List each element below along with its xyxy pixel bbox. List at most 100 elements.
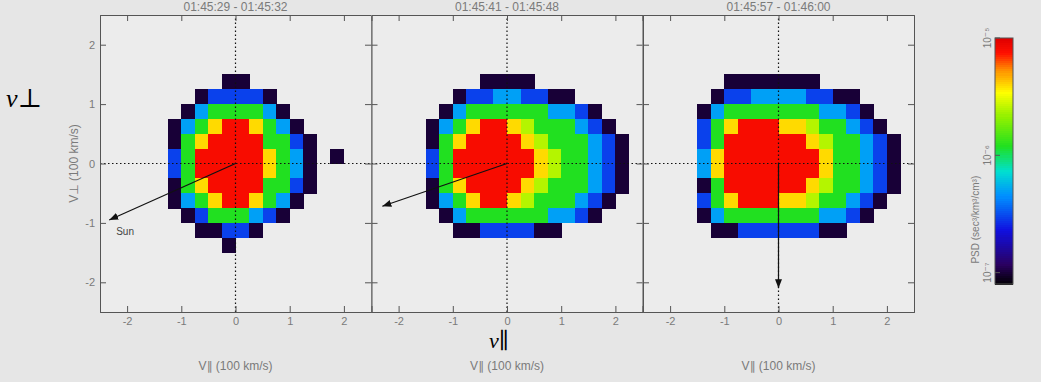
plot-background xyxy=(100,15,371,312)
heatmap-cell xyxy=(602,134,616,149)
heatmap-cell xyxy=(833,134,847,149)
heatmap-cell xyxy=(303,164,317,179)
y-axis-right-tick-mark xyxy=(365,45,371,46)
y-axis-tick xyxy=(372,164,378,165)
y-axis-right-tick xyxy=(365,45,371,46)
heatmap-cell xyxy=(833,119,847,134)
heatmap-cell xyxy=(860,119,874,134)
heatmap-cell xyxy=(208,193,222,208)
y-axis-right-tick-mark xyxy=(365,223,371,224)
heatmap-cell xyxy=(480,89,494,104)
heatmap-cell xyxy=(534,89,548,104)
heatmap-cell xyxy=(711,223,725,238)
heatmap-cell xyxy=(548,208,562,223)
heatmap-cell xyxy=(195,223,209,238)
heatmap-cell xyxy=(751,149,765,164)
x-axis-top xyxy=(644,15,915,21)
heatmap-cell xyxy=(833,178,847,193)
heatmap-cell xyxy=(276,208,290,223)
heatmap-cell xyxy=(548,89,562,104)
heatmap-cell xyxy=(711,104,725,119)
heatmap-cell xyxy=(738,89,752,104)
heatmap-cell xyxy=(738,208,752,223)
heatmap-cell xyxy=(711,208,725,223)
y-axis-tick xyxy=(372,223,378,224)
heatmap-cell xyxy=(792,208,806,223)
x-axis-top-tick xyxy=(670,15,671,21)
y-axis-right-tick-mark xyxy=(637,282,643,283)
heatmap-cell xyxy=(426,134,440,149)
heatmap-cell xyxy=(792,89,806,104)
heatmap-cell xyxy=(222,193,236,208)
heatmap-cell xyxy=(887,164,901,179)
x-axis-top-line xyxy=(372,16,643,22)
heatmap-cell xyxy=(833,208,847,223)
heatmap-cell xyxy=(507,89,521,104)
heatmap-cell xyxy=(249,89,263,104)
heatmap-cell xyxy=(751,119,765,134)
heatmap-cell xyxy=(779,74,793,89)
heatmap-cell xyxy=(236,104,250,119)
colorbar-title: PSD (sec³/km³/cm³) xyxy=(970,176,981,264)
heatmap-cell xyxy=(819,104,833,119)
heatmap-cell xyxy=(602,149,616,164)
y-axis-tick-mark xyxy=(643,45,649,46)
heatmap-cell xyxy=(751,208,765,223)
x-axis-top-tick-mark xyxy=(127,15,128,21)
heatmap-cell xyxy=(833,223,847,238)
heatmap-cell xyxy=(575,149,589,164)
heatmap-cell xyxy=(588,208,602,223)
heatmap-cell xyxy=(887,178,901,193)
y-axis-tick-label: -1 xyxy=(85,217,95,229)
heatmap-cell xyxy=(548,149,562,164)
x-axis-tick-label: -2 xyxy=(394,315,404,327)
heatmap-cell xyxy=(833,193,847,208)
y-axis xyxy=(643,16,649,313)
x-axis-top-line xyxy=(101,16,372,22)
x-axis-tick: 0 xyxy=(776,306,782,327)
heatmap-cell xyxy=(534,193,548,208)
heatmap-cell xyxy=(561,193,575,208)
x-axis-top-tick-mark xyxy=(507,15,508,21)
annotation: v⊥ xyxy=(6,84,42,113)
heatmap-cell xyxy=(263,149,277,164)
heatmap-cell xyxy=(480,74,494,89)
heatmap-cell xyxy=(453,104,467,119)
x-axis-tick-label: 2 xyxy=(884,315,890,327)
heatmap-cell xyxy=(303,134,317,149)
x-axis-top-tick xyxy=(236,15,237,21)
heatmap-cell xyxy=(181,134,195,149)
heatmap-cell xyxy=(181,208,195,223)
heatmap-cell xyxy=(195,208,209,223)
heatmap-cell xyxy=(181,193,195,208)
heatmap-cell xyxy=(208,134,222,149)
x-axis-top-tick-mark xyxy=(236,15,237,21)
heatmap-cell xyxy=(507,164,521,179)
heatmap-cell xyxy=(439,164,453,179)
y-axis: -2-1012 xyxy=(85,16,106,313)
heatmap-cell xyxy=(846,134,860,149)
y-axis-tick-mark xyxy=(643,164,649,165)
heatmap-cell xyxy=(426,119,440,134)
heatmap-cell xyxy=(561,119,575,134)
heatmap-cell xyxy=(724,178,738,193)
heatmap-cell xyxy=(751,193,765,208)
heatmap-cell xyxy=(738,164,752,179)
x-axis-title: V∥ (100 km/s) xyxy=(741,359,815,373)
x-axis-tick-mark xyxy=(453,306,454,312)
heatmap-cell xyxy=(765,119,779,134)
heatmap-cell xyxy=(208,119,222,134)
heatmap-cell xyxy=(751,178,765,193)
heatmap-cell xyxy=(534,223,548,238)
heatmap-cell xyxy=(561,89,575,104)
heatmap-cell xyxy=(507,193,521,208)
colorbar-tick-mark xyxy=(995,38,1000,39)
heatmap-cell xyxy=(561,134,575,149)
heatmap-cell xyxy=(724,149,738,164)
heatmap-cell xyxy=(263,208,277,223)
x-axis-top-tick xyxy=(290,15,291,21)
heatmap-cell xyxy=(480,208,494,223)
heatmap-cell xyxy=(236,119,250,134)
x-axis: -2-1012 xyxy=(372,306,643,327)
heatmap-cell xyxy=(534,119,548,134)
